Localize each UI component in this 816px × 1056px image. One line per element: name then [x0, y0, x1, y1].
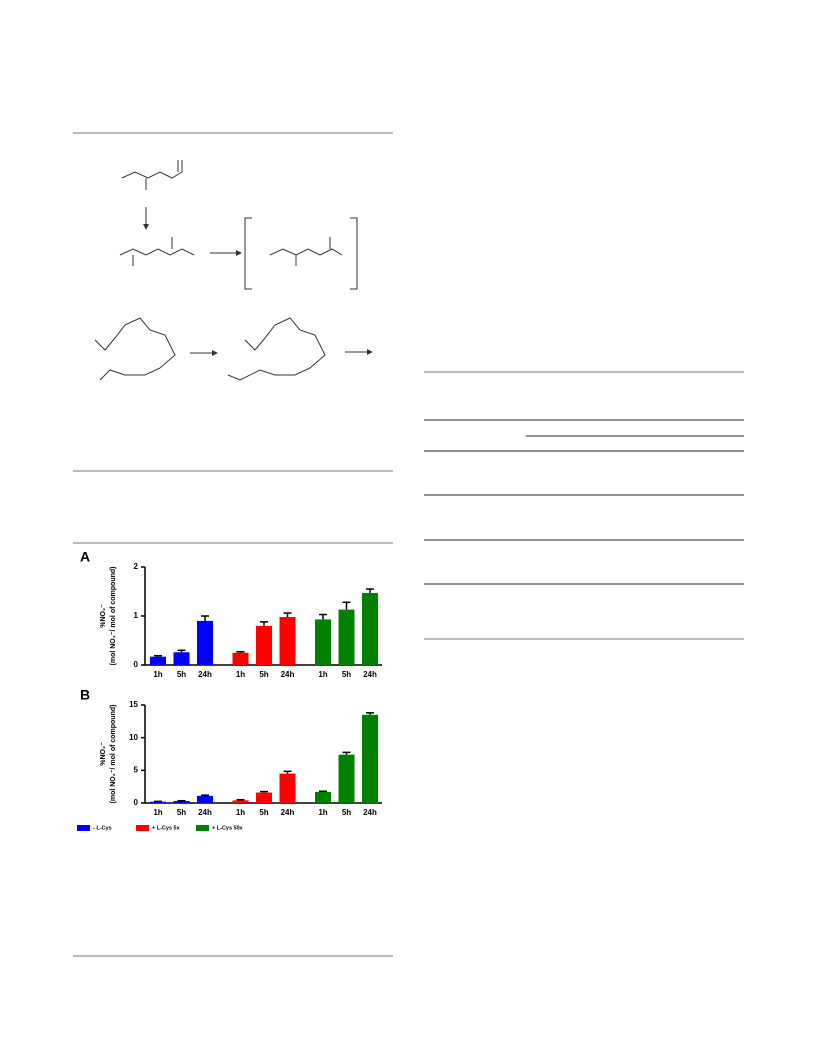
- x-tick-label: 1h: [153, 670, 162, 679]
- bar: [315, 619, 331, 665]
- bar: [279, 773, 296, 803]
- error-bar: [260, 790, 268, 793]
- y-axis-title: %NO₂⁻: [100, 604, 107, 628]
- y-axis-title: %NO₂⁻: [100, 742, 107, 766]
- bar: [232, 652, 249, 665]
- x-tick-label: 5h: [342, 808, 351, 817]
- rules: [73, 132, 744, 957]
- y-tick-label: 0: [134, 798, 139, 807]
- error-bar: [283, 770, 292, 774]
- error-bar: [319, 613, 327, 620]
- x-tick-label: 1h: [236, 808, 245, 817]
- x-tick-label: 24h: [281, 670, 295, 679]
- x-tick-label: 24h: [363, 808, 377, 817]
- bar: [197, 795, 213, 803]
- error-bar: [319, 790, 327, 792]
- y-tick-label: 2: [134, 562, 139, 571]
- bar: [173, 801, 190, 803]
- x-tick-label: 1h: [236, 670, 245, 679]
- y-axis-title: (mol NO₂⁻/ mol of compound): [110, 705, 117, 804]
- y-tick-label: 1: [134, 611, 139, 620]
- bar: [173, 652, 190, 665]
- y-tick-label: 10: [129, 733, 138, 742]
- x-tick-label: 24h: [198, 808, 212, 817]
- x-tick-label: 1h: [153, 808, 162, 817]
- x-tick-label: 24h: [363, 670, 377, 679]
- x-tick-label: 5h: [177, 670, 186, 679]
- error-bar: [201, 615, 209, 621]
- bar: [338, 754, 355, 803]
- error-bar: [154, 654, 162, 657]
- error-bar: [177, 649, 186, 653]
- x-tick-label: 1h: [318, 808, 327, 817]
- error-bar: [366, 588, 374, 593]
- bar: [150, 656, 166, 665]
- x-tick-label: 24h: [281, 808, 295, 817]
- error-bar: [236, 798, 245, 801]
- legend-swatch: [77, 825, 90, 831]
- y-axis-title: (mol NO₂⁻/ mol of compound): [110, 567, 117, 666]
- bar: [338, 609, 355, 665]
- x-tick-label: 5h: [177, 808, 186, 817]
- legend-label: + L-Cys 5x: [152, 825, 181, 831]
- bar: [197, 620, 213, 665]
- x-tick-label: 24h: [198, 670, 212, 679]
- bar: [315, 791, 331, 803]
- x-tick-label: 5h: [259, 808, 268, 817]
- bar: [279, 616, 296, 665]
- legend-label: + L-Cys 50x: [212, 825, 244, 831]
- bar: [232, 800, 249, 803]
- scheme: [94, 160, 373, 381]
- bar: [256, 625, 272, 665]
- legend-swatch: [196, 825, 209, 831]
- error-bar: [283, 612, 292, 617]
- x-tick-label: 5h: [342, 670, 351, 679]
- x-tick-label: 1h: [318, 670, 327, 679]
- y-tick-label: 0: [134, 660, 139, 669]
- error-bar: [342, 751, 351, 755]
- error-bar: [260, 621, 268, 626]
- error-bar: [342, 601, 351, 610]
- bar: [362, 714, 378, 803]
- bar: [150, 801, 166, 803]
- error-bar: [201, 794, 209, 796]
- legend-swatch: [136, 825, 149, 831]
- bar: [362, 592, 378, 665]
- legend-label: - L-Cys: [93, 825, 112, 831]
- error-bar: [366, 712, 374, 715]
- bar: [256, 792, 272, 803]
- panel-label: B: [80, 687, 90, 703]
- error-bar: [236, 651, 245, 653]
- y-tick-label: 5: [134, 765, 139, 774]
- x-tick-label: 5h: [259, 670, 268, 679]
- y-tick-label: 15: [129, 700, 138, 709]
- panel-label: A: [80, 549, 90, 565]
